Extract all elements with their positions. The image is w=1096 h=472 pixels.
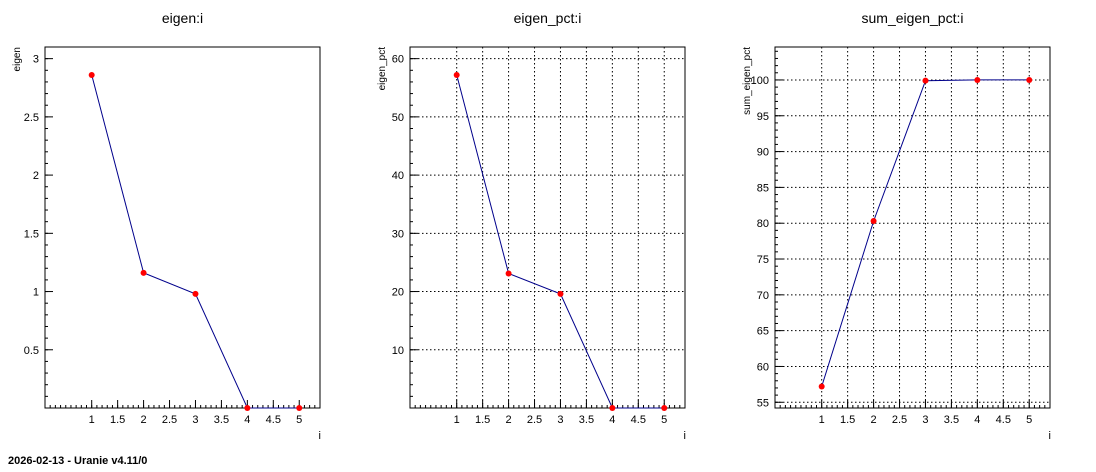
x-tick-label: 1 xyxy=(819,414,825,426)
x-tick-label: 5 xyxy=(296,414,302,426)
data-point xyxy=(974,76,981,83)
plot-frame xyxy=(774,46,1051,409)
x-axis-label: i xyxy=(684,430,686,442)
data-point xyxy=(505,270,512,277)
y-tick-label: 30 xyxy=(392,228,404,240)
y-tick-label: 80 xyxy=(757,218,769,230)
x-tick-label: 2 xyxy=(871,414,877,426)
y-axis-label: eigen xyxy=(12,47,23,71)
x-tick-label: 2.5 xyxy=(162,414,177,426)
y-tick-label: 20 xyxy=(392,287,404,299)
footer-stamp: 2026-02-13 - Uranie v4.11/0 xyxy=(8,455,148,467)
y-tick-label: 2.5 xyxy=(24,112,39,124)
x-tick-label: 4 xyxy=(609,414,615,426)
x-tick-label: 2.5 xyxy=(892,414,907,426)
chart-title: sum_eigen_pct:i xyxy=(862,10,964,26)
data-point xyxy=(453,71,460,78)
x-tick-label: 2 xyxy=(506,414,512,426)
x-tick-label: 4 xyxy=(974,414,980,426)
data-point xyxy=(661,405,668,411)
y-tick-label: 3 xyxy=(33,54,39,66)
y-tick-label: 55 xyxy=(757,397,769,409)
y-tick-label: 1.5 xyxy=(24,228,39,240)
y-tick-label: 100 xyxy=(751,75,769,87)
chart-panel-3: sum_eigen_pct:i1 1.5 2 2.5 3 3.5 4 4.5 555606570… xyxy=(742,10,1051,442)
series-line xyxy=(821,79,1030,387)
x-axis-label: i xyxy=(1049,430,1051,442)
chart-title: eigen_pct:i xyxy=(514,10,582,26)
data-point xyxy=(140,269,147,276)
y-tick-label: 65 xyxy=(757,326,769,338)
x-tick-label: 4.5 xyxy=(266,414,281,426)
plot-frame xyxy=(44,46,321,409)
data-point xyxy=(922,77,929,84)
data-point xyxy=(244,405,251,411)
data-point xyxy=(88,71,95,78)
chart-panel-1: eigen:i 1 1.5 2 2.5 3 3.5 4 4.5 5 0.5 1 1.5 2 2.5 3 i eig… xyxy=(12,10,321,442)
x-tick-label: 3 xyxy=(557,414,563,426)
data-point xyxy=(557,290,564,297)
y-tick-label: 75 xyxy=(757,254,769,266)
x-tick-label: 4.5 xyxy=(631,414,646,426)
x-tick-label: 2 xyxy=(141,414,147,426)
y-tick-label: 0.5 xyxy=(24,345,39,357)
plot-frame xyxy=(409,46,686,409)
series-line xyxy=(91,74,300,409)
y-tick-label: 90 xyxy=(757,147,769,159)
x-tick-label: 3.5 xyxy=(944,414,959,426)
x-tick-label: 1 xyxy=(89,414,95,426)
x-tick-label: 5 xyxy=(1026,414,1032,426)
y-tick-label: 1 xyxy=(33,287,39,299)
x-tick-label: 4 xyxy=(244,414,250,426)
x-tick-label: 1.5 xyxy=(840,414,855,426)
chart-panel-2: eigen_pct:i 1 1.5 2 2.5 3 3.5 4 4.5 5 10 20 30 40 50 60… xyxy=(377,10,686,442)
y-tick-label: 60 xyxy=(392,54,404,66)
series-line xyxy=(456,74,665,409)
x-tick-label: 3 xyxy=(192,414,198,426)
data-point xyxy=(296,405,303,411)
data-point xyxy=(192,290,199,297)
x-tick-label: 1.5 xyxy=(475,414,490,426)
chart-title: eigen:i xyxy=(162,10,203,26)
x-tick-label: 3.5 xyxy=(214,414,229,426)
y-axis-label: sum_eigen_pct xyxy=(742,47,753,115)
data-point xyxy=(818,383,825,390)
y-tick-label: 2 xyxy=(33,170,39,182)
y-tick-label: 95 xyxy=(757,111,769,123)
y-tick-label: 40 xyxy=(392,170,404,182)
x-tick-label: 4.5 xyxy=(996,414,1011,426)
data-point xyxy=(1026,76,1033,83)
y-tick-label: 50 xyxy=(392,112,404,124)
y-axis-label: eigen_pct xyxy=(377,47,388,91)
x-tick-label: 5 xyxy=(661,414,667,426)
x-tick-label: 1.5 xyxy=(110,414,125,426)
data-point xyxy=(609,405,616,411)
y-tick-label: 70 xyxy=(757,290,769,302)
x-axis-label: i xyxy=(319,430,321,442)
y-tick-label: 85 xyxy=(757,182,769,194)
x-tick-label: 1 xyxy=(454,414,460,426)
x-tick-label: 2.5 xyxy=(527,414,542,426)
y-tick-label: 10 xyxy=(392,345,404,357)
y-tick-label: 60 xyxy=(757,361,769,373)
x-tick-label: 3.5 xyxy=(579,414,594,426)
data-point xyxy=(870,218,877,225)
x-tick-label: 3 xyxy=(922,414,928,426)
